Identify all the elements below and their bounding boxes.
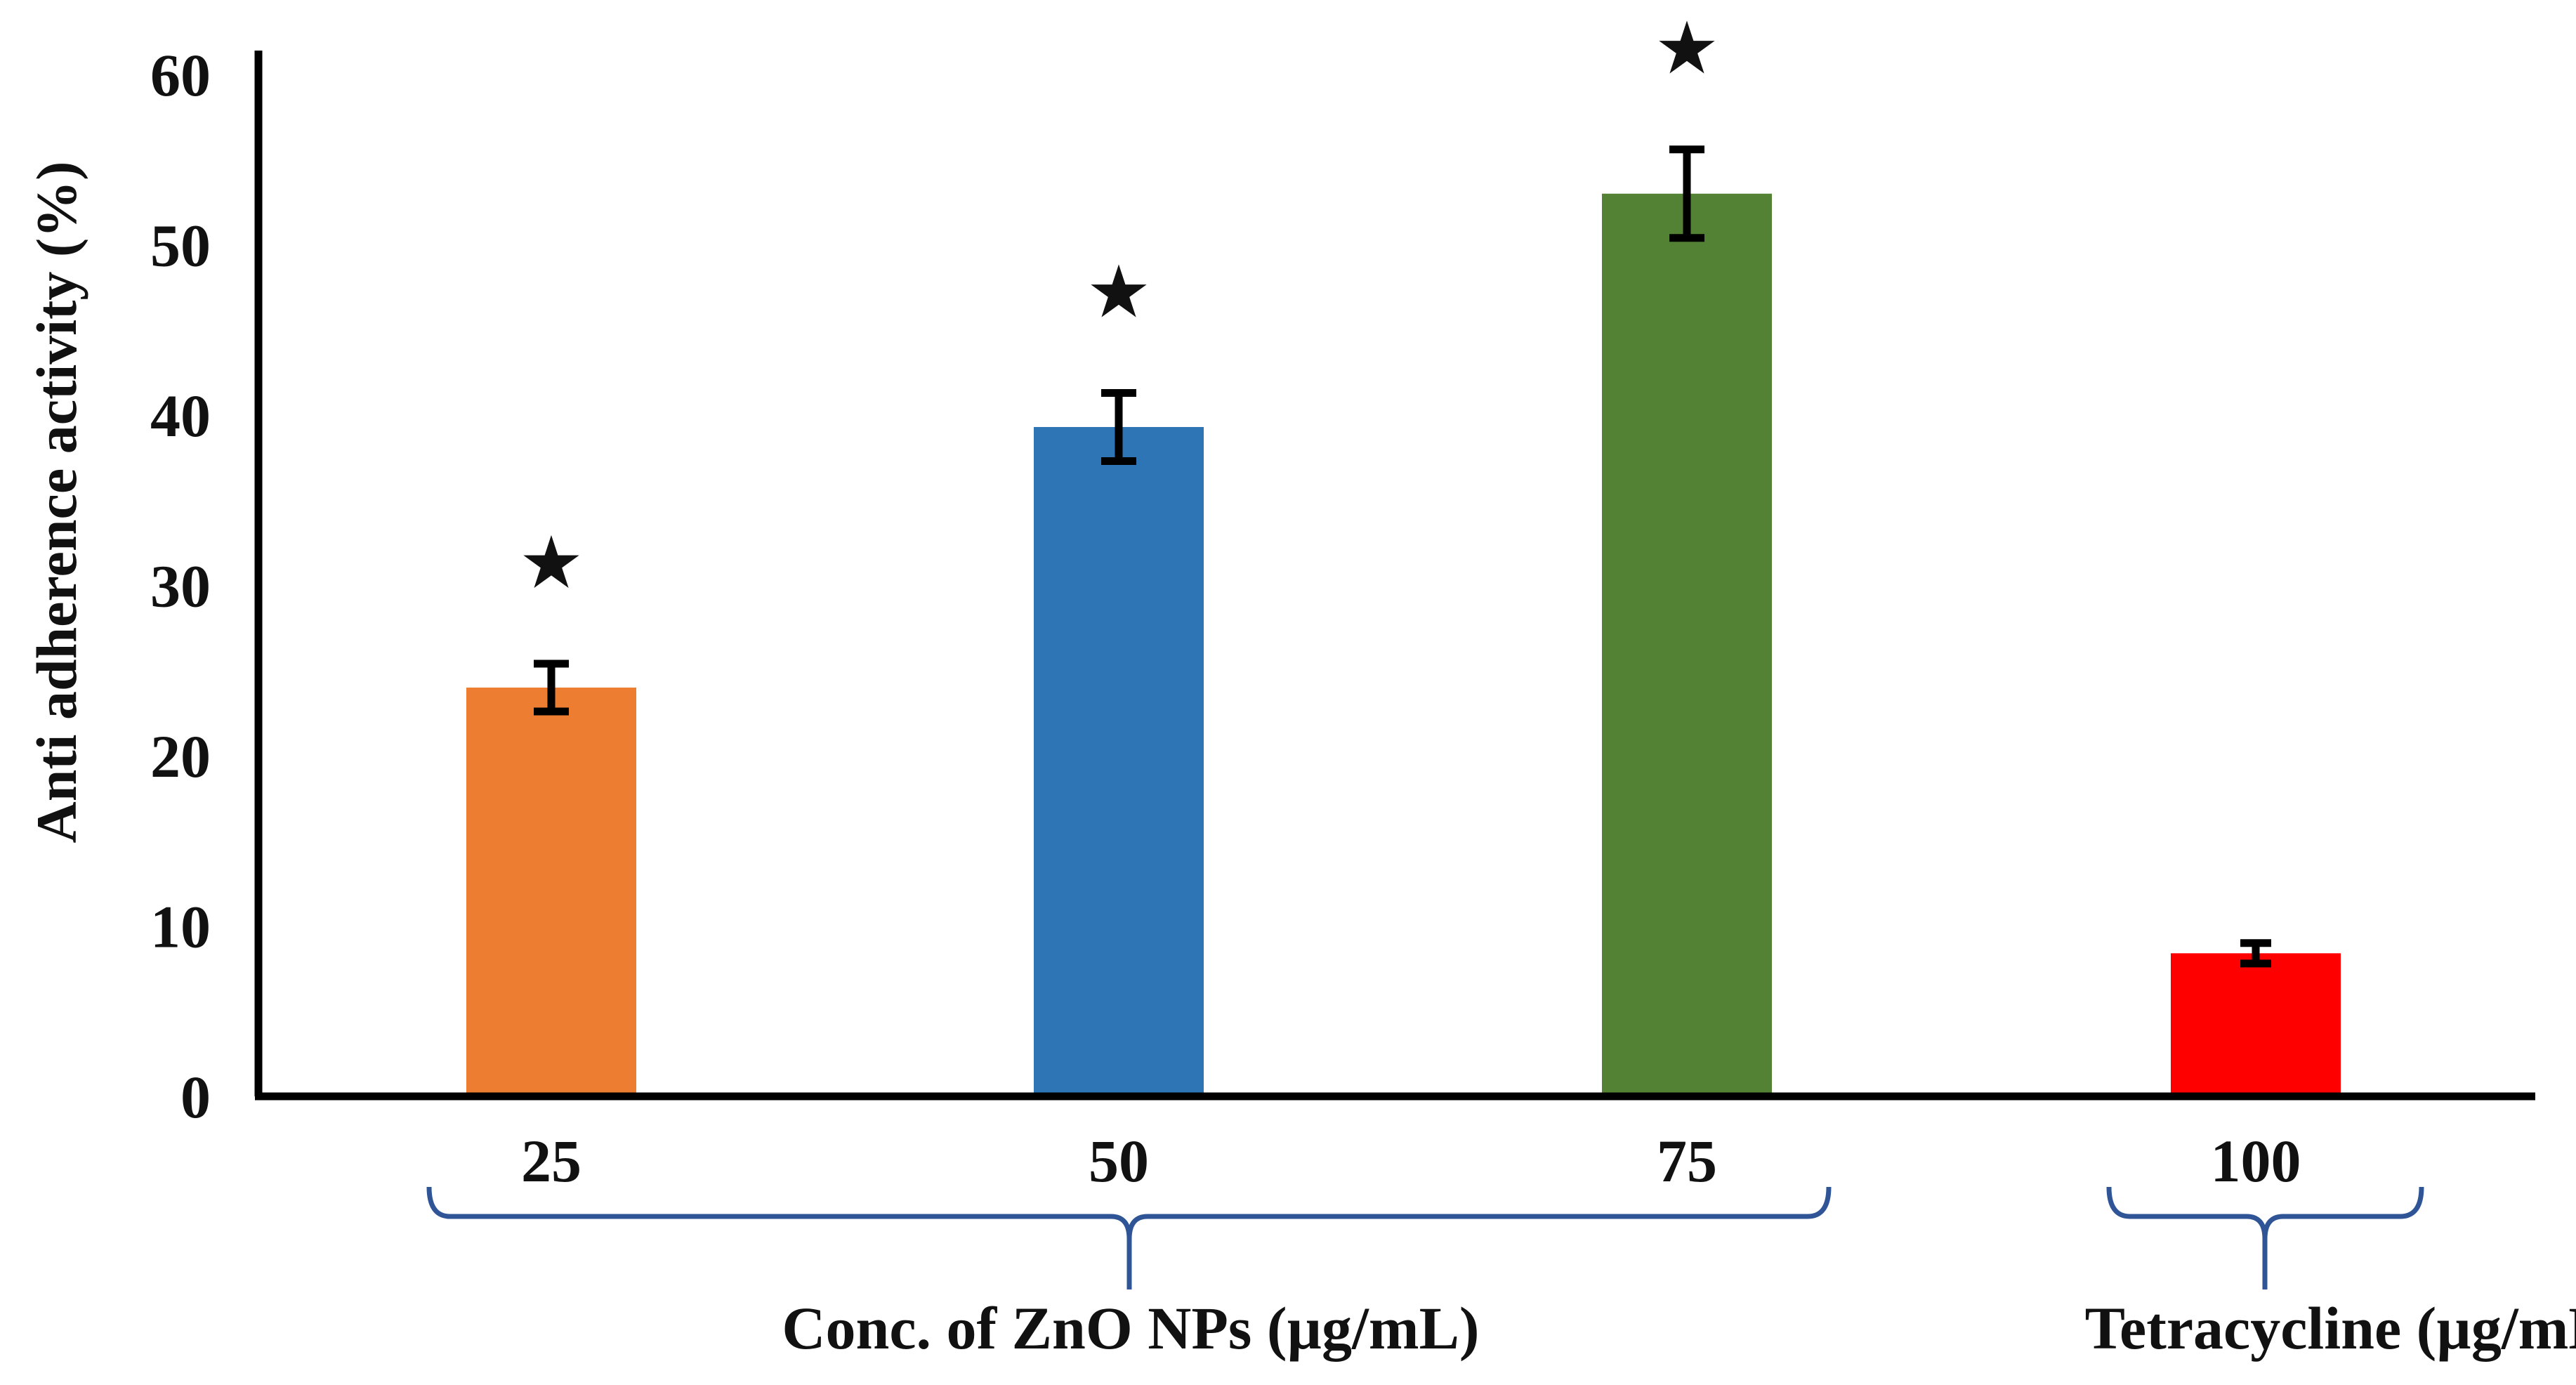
y-tick-label: 0 bbox=[180, 1063, 211, 1131]
y-axis-title: Anti adherence activity (%) bbox=[25, 162, 88, 844]
significance-star: ★ bbox=[523, 527, 580, 599]
y-tick-label: 30 bbox=[150, 553, 211, 620]
group-label-zno: Conc. of ZnO NPs (µg/mL) bbox=[782, 1294, 1479, 1362]
y-tick-label: 20 bbox=[150, 723, 211, 790]
y-axis-title-group: Anti adherence activity (%) bbox=[25, 162, 88, 844]
axes bbox=[254, 51, 2535, 1101]
group-label-tetracycline: Tetracycline (µg/mL) bbox=[2085, 1294, 2576, 1362]
significance-markers: ★ ★ ★ bbox=[523, 13, 1716, 599]
bar bbox=[1034, 426, 1204, 1096]
x-category-label: 75 bbox=[1657, 1127, 1717, 1195]
y-tick-label: 40 bbox=[150, 382, 211, 449]
y-tick-label: 60 bbox=[150, 41, 211, 109]
x-category-label: 100 bbox=[2211, 1127, 2301, 1195]
error-bars bbox=[534, 145, 2271, 968]
y-axis-ticks: 0 10 20 30 40 50 60 bbox=[150, 41, 211, 1131]
y-tick-label: 50 bbox=[150, 212, 211, 280]
group-bracket bbox=[426, 1186, 1832, 1289]
x-category-label: 25 bbox=[521, 1127, 581, 1195]
significance-star: ★ bbox=[1658, 13, 1716, 85]
group-brackets: Conc. of ZnO NPs (µg/mL) Tetracycline (µg… bbox=[426, 1186, 2576, 1362]
bar bbox=[466, 688, 636, 1096]
significance-star: ★ bbox=[1090, 256, 1148, 328]
x-category-label: 50 bbox=[1089, 1127, 1149, 1195]
group-bracket bbox=[2106, 1186, 2424, 1289]
y-tick-label: 10 bbox=[150, 893, 211, 961]
bar bbox=[1602, 193, 1772, 1096]
category-labels: 25 50 75 100 bbox=[521, 1127, 2301, 1195]
bars bbox=[466, 193, 2341, 1096]
bar bbox=[2171, 953, 2341, 1096]
